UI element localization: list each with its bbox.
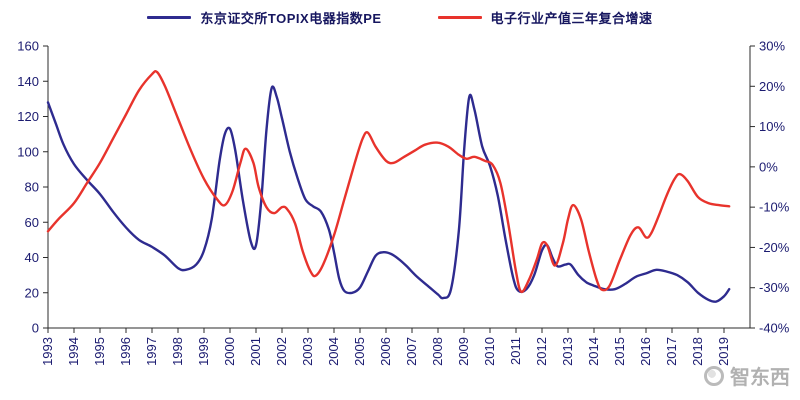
legend-label-topix-pe: 东京证交所TOPIX电器指数PE [200, 11, 382, 26]
svg-text:120: 120 [17, 109, 39, 124]
svg-text:1993: 1993 [40, 337, 55, 366]
svg-text:2017: 2017 [664, 337, 679, 366]
svg-text:1997: 1997 [144, 337, 159, 366]
svg-text:2009: 2009 [456, 337, 471, 366]
svg-text:160: 160 [17, 39, 39, 54]
svg-text:2013: 2013 [560, 337, 575, 366]
svg-text:2007: 2007 [404, 337, 419, 366]
svg-text:1998: 1998 [170, 337, 185, 366]
svg-text:1999: 1999 [196, 337, 211, 366]
svg-text:2008: 2008 [430, 337, 445, 366]
svg-text:2019: 2019 [716, 337, 731, 366]
legend-line-red [437, 16, 482, 19]
svg-text:-10%: -10% [759, 200, 790, 215]
svg-text:2000: 2000 [222, 337, 237, 366]
svg-text:40: 40 [25, 250, 39, 265]
svg-text:2014: 2014 [586, 337, 601, 366]
svg-text:1994: 1994 [66, 337, 81, 366]
svg-text:2015: 2015 [612, 337, 627, 366]
legend-item-topix-pe: 东京证交所TOPIX电器指数PE [147, 8, 381, 27]
svg-text:2012: 2012 [534, 337, 549, 366]
watermark: 智东西 [704, 361, 790, 390]
svg-text:80: 80 [25, 180, 39, 195]
svg-text:2005: 2005 [352, 337, 367, 366]
watermark-logo-icon [704, 365, 724, 386]
legend-item-growth: 电子行业产值三年复合增速 [437, 8, 653, 27]
svg-text:1995: 1995 [92, 337, 107, 366]
svg-text:-20%: -20% [759, 240, 790, 255]
svg-text:1996: 1996 [118, 337, 133, 366]
svg-text:2002: 2002 [274, 337, 289, 366]
svg-text:2018: 2018 [690, 337, 705, 366]
watermark-text: 智东西 [730, 367, 790, 389]
svg-text:2010: 2010 [482, 337, 497, 366]
svg-text:2016: 2016 [638, 337, 653, 366]
svg-text:2006: 2006 [378, 337, 393, 366]
svg-text:0: 0 [32, 321, 39, 336]
svg-text:20: 20 [25, 285, 39, 300]
svg-text:20%: 20% [759, 79, 785, 94]
svg-text:2001: 2001 [248, 337, 263, 366]
svg-text:0%: 0% [759, 159, 778, 174]
svg-text:60: 60 [25, 215, 39, 230]
legend-label-growth: 电子行业产值三年复合增速 [490, 11, 653, 26]
svg-text:2003: 2003 [300, 337, 315, 366]
svg-text:140: 140 [17, 74, 39, 89]
chart-svg: 160 140 120 100 80 60 40 20 0 30% 20% 10% 0% -10% -20%… [17, 39, 790, 366]
svg-text:2011: 2011 [508, 337, 523, 365]
legend-line-blue [147, 16, 192, 19]
svg-text:2004: 2004 [326, 337, 341, 366]
svg-text:-30%: -30% [759, 280, 790, 295]
legend: 东京证交所TOPIX电器指数PE 电子行业产值三年复合增速 [0, 8, 800, 27]
svg-text:10%: 10% [759, 119, 785, 134]
svg-text:100: 100 [17, 144, 39, 159]
svg-text:30%: 30% [759, 39, 785, 54]
svg-text:-40%: -40% [759, 321, 790, 336]
